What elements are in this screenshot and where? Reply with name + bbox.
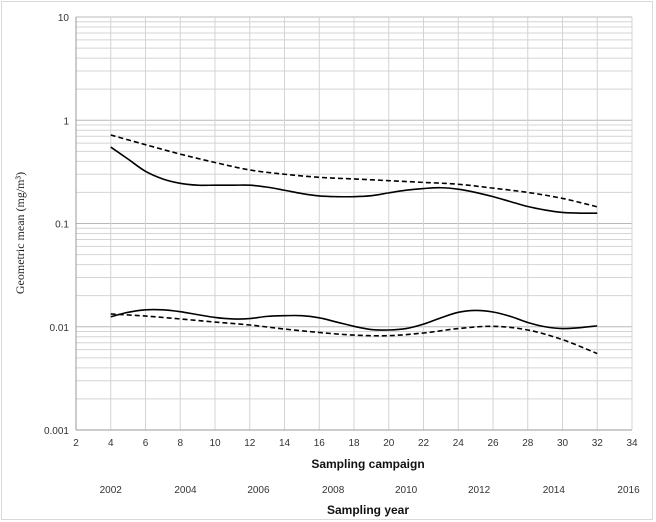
x-tick-label: 30	[557, 438, 569, 449]
x-tick-label: 24	[453, 438, 465, 449]
y-tick-labels: 10 1 0.1 0.01 0.001	[44, 13, 69, 437]
x-tick-label: 16	[314, 438, 326, 449]
secondary-x-axis-title: Sampling year	[327, 503, 409, 517]
x-tick-label: 12	[244, 438, 256, 449]
series-line-3-solid	[110, 308, 598, 331]
year-tick-label: 2004	[174, 485, 197, 496]
y-axis-title: Geometric mean (mg/m³)	[13, 172, 27, 294]
series-line-2-dashed	[110, 134, 598, 208]
year-tick-label: 2014	[543, 485, 566, 496]
x-tick-labels: 2 4 6 8 10 12 14 16 18 20 22 24 26 28 30 32 34	[73, 438, 638, 449]
x-tick-label: 14	[279, 438, 291, 449]
x-tick-label: 34	[626, 438, 638, 449]
year-tick-label: 2016	[617, 485, 640, 496]
series-lines	[110, 134, 598, 355]
year-tick-label: 2008	[322, 485, 345, 496]
year-tick-label: 2006	[247, 485, 270, 496]
year-tick-label: 2012	[468, 485, 491, 496]
x-tick-label: 22	[418, 438, 430, 449]
series-line-1-solid	[110, 146, 598, 214]
year-tick-label: 2010	[395, 485, 418, 496]
x-tick-label: 32	[592, 438, 604, 449]
gridlines	[75, 16, 633, 431]
series-line-4-dashed	[110, 313, 598, 355]
y-tick-label: 0.1	[55, 220, 69, 231]
x-tick-label: 10	[209, 438, 221, 449]
x-tick-label: 8	[177, 438, 183, 449]
x-tick-label: 18	[348, 438, 360, 449]
year-tick-labels: 2002 2004 2006 2008 2010 2012 2014 2016	[100, 485, 640, 496]
y-tick-label: 0.001	[44, 426, 69, 437]
x-tick-label: 4	[108, 438, 114, 449]
x-tick-label: 28	[522, 438, 534, 449]
y-tick-label: 0.01	[50, 323, 70, 334]
year-tick-label: 2002	[100, 485, 123, 496]
y-tick-label: 10	[58, 13, 70, 24]
x-tick-label: 20	[383, 438, 395, 449]
x-tick-label: 26	[487, 438, 499, 449]
x-tick-label: 2	[73, 438, 79, 449]
x-axis-title: Sampling campaign	[311, 457, 424, 471]
y-tick-label: 1	[63, 116, 69, 127]
x-tick-label: 6	[143, 438, 149, 449]
